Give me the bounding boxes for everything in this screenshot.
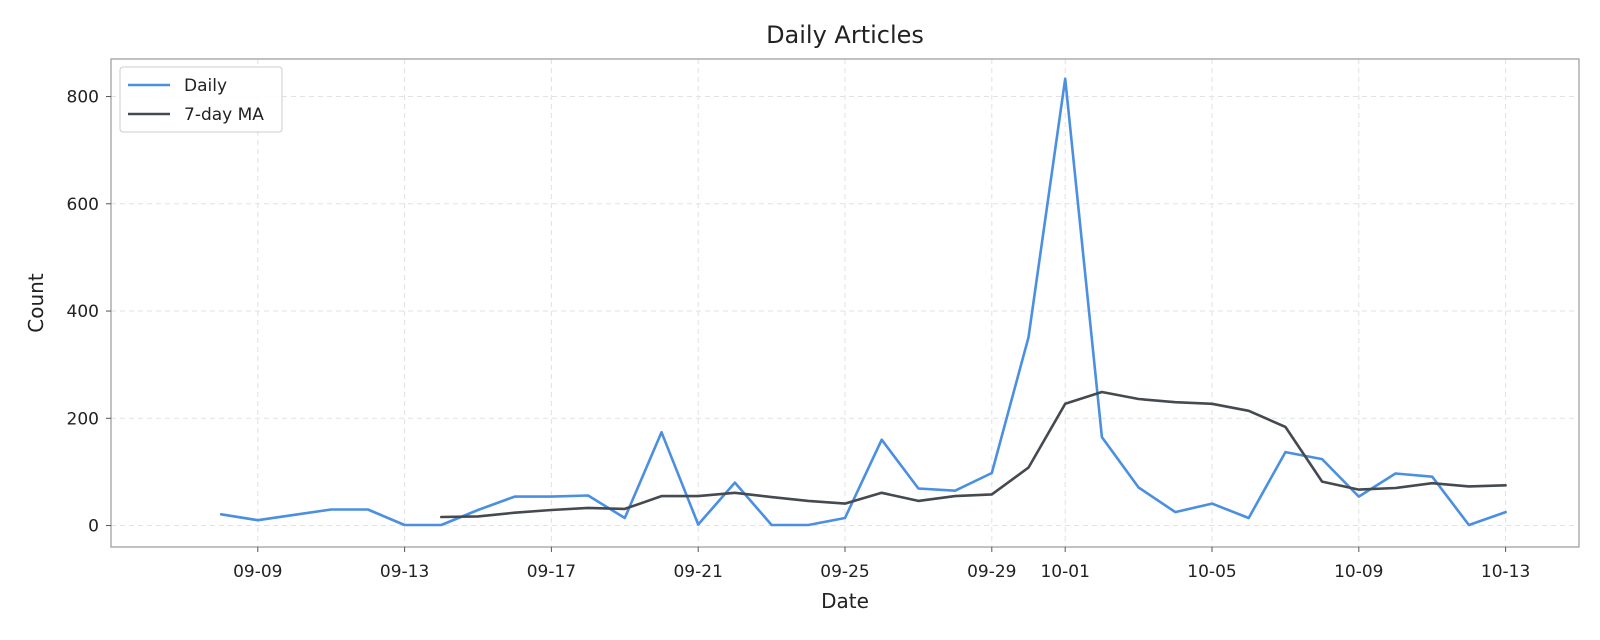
y-axis-label: Count xyxy=(24,273,48,333)
series-line-daily xyxy=(219,77,1507,527)
legend-label-daily: Daily xyxy=(184,76,227,96)
axis-ticks: 09-09 09-13 09-17 09-21 09-25 09-29 10-01 10-05… xyxy=(67,88,1531,582)
x-tick-label: 09-13 xyxy=(380,562,429,582)
series-line-7-day-ma xyxy=(439,390,1507,519)
series-lines xyxy=(219,77,1507,527)
y-tick-label: 400 xyxy=(67,302,99,322)
legend-label-7-day-ma: 7-day MA xyxy=(184,105,264,125)
y-tick-label: 200 xyxy=(67,409,99,429)
legend: Daily 7-day MA xyxy=(119,66,283,133)
x-tick-label: 10-09 xyxy=(1334,562,1383,582)
y-tick-label: 600 xyxy=(67,195,99,215)
gridlines xyxy=(111,59,1579,547)
x-tick-label: 09-29 xyxy=(967,562,1016,582)
x-tick-label: 09-25 xyxy=(820,562,869,582)
y-tick-label: 0 xyxy=(88,517,99,537)
x-tick-label: 10-01 xyxy=(1040,562,1089,582)
chart-title: Daily Articles xyxy=(766,21,924,49)
x-tick-label: 09-17 xyxy=(527,562,576,582)
x-tick-label: 09-21 xyxy=(673,562,722,582)
y-tick-label: 800 xyxy=(67,88,99,108)
x-tick-label: 09-09 xyxy=(233,562,282,582)
x-tick-label: 10-13 xyxy=(1481,562,1530,582)
legend-box xyxy=(119,66,283,133)
x-tick-label: 10-05 xyxy=(1187,562,1236,582)
x-axis-label: Date xyxy=(821,589,869,613)
